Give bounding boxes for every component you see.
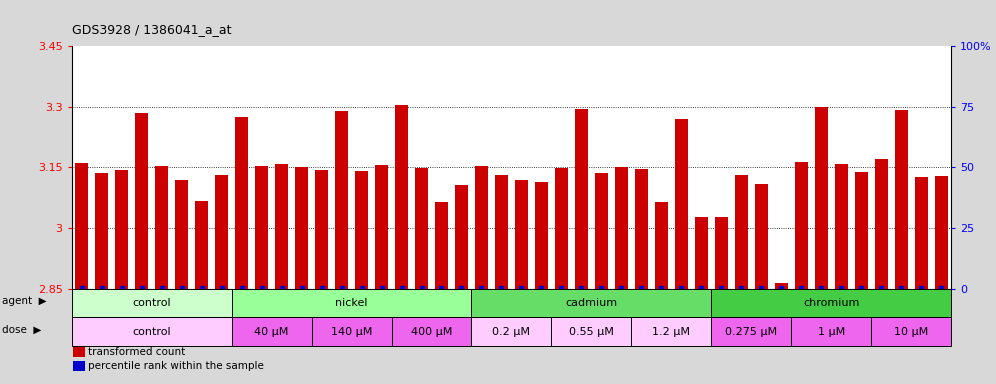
Text: 140 μM: 140 μM	[331, 327, 373, 337]
Bar	[355, 171, 369, 289]
Bar	[872, 317, 951, 346]
Bar	[711, 317, 791, 346]
Bar	[615, 167, 627, 289]
Bar	[72, 317, 232, 346]
Bar	[395, 105, 408, 289]
Text: 1 μM: 1 μM	[818, 327, 845, 337]
Bar	[835, 164, 848, 289]
Bar	[76, 162, 89, 289]
Text: dose  ▶: dose ▶	[2, 325, 42, 335]
Bar	[235, 117, 248, 289]
Bar	[654, 202, 668, 289]
Bar	[391, 317, 471, 346]
Text: 0.275 μM: 0.275 μM	[725, 327, 777, 337]
Text: 1.2 μM: 1.2 μM	[652, 327, 690, 337]
Bar	[74, 361, 85, 371]
Bar	[155, 166, 168, 289]
Bar	[914, 177, 927, 289]
Bar	[934, 176, 947, 289]
Text: 40 μM: 40 μM	[254, 327, 289, 337]
Bar	[312, 317, 391, 346]
Bar	[415, 168, 428, 289]
Text: control: control	[132, 298, 171, 308]
Bar	[315, 170, 328, 289]
Bar	[855, 172, 868, 289]
Bar	[375, 166, 388, 289]
Text: agent  ▶: agent ▶	[2, 296, 47, 306]
Bar	[552, 317, 631, 346]
Bar	[555, 168, 568, 289]
Text: cadmium: cadmium	[566, 298, 618, 308]
Bar	[232, 317, 312, 346]
Bar	[735, 175, 748, 289]
Bar	[116, 170, 128, 289]
Bar	[575, 109, 588, 289]
Bar	[515, 179, 528, 289]
Bar	[455, 185, 468, 289]
Bar	[791, 317, 872, 346]
Bar	[495, 175, 508, 289]
Bar	[711, 289, 951, 317]
Bar	[175, 180, 188, 289]
Bar	[775, 283, 788, 289]
Bar	[755, 184, 768, 289]
Text: 400 μM: 400 μM	[410, 327, 452, 337]
Text: 0.2 μM: 0.2 μM	[492, 327, 531, 337]
Bar	[675, 119, 688, 289]
Bar	[255, 166, 268, 289]
Bar	[535, 182, 548, 289]
Bar	[595, 174, 608, 289]
Text: nickel: nickel	[336, 298, 368, 308]
Bar	[475, 166, 488, 289]
Bar	[135, 113, 148, 289]
Bar	[631, 317, 711, 346]
Bar	[275, 164, 288, 289]
Text: 10 μM: 10 μM	[894, 327, 928, 337]
Bar	[232, 289, 471, 317]
Text: 0.55 μM: 0.55 μM	[569, 327, 614, 337]
Bar	[295, 167, 308, 289]
Bar	[815, 107, 828, 289]
Bar	[96, 174, 109, 289]
Bar	[715, 217, 728, 289]
Bar	[471, 289, 711, 317]
Bar	[72, 289, 232, 317]
Bar	[195, 200, 208, 289]
Bar	[874, 159, 887, 289]
Bar	[215, 175, 228, 289]
Text: GDS3928 / 1386041_a_at: GDS3928 / 1386041_a_at	[72, 23, 231, 36]
Text: transformed count: transformed count	[88, 347, 185, 357]
Bar	[435, 202, 448, 289]
Bar	[74, 347, 85, 357]
Bar	[695, 217, 708, 289]
Bar	[335, 111, 348, 289]
Bar	[894, 109, 907, 289]
Bar	[795, 162, 808, 289]
Text: control: control	[132, 327, 171, 337]
Text: chromium: chromium	[803, 298, 860, 308]
Bar	[634, 169, 647, 289]
Text: percentile rank within the sample: percentile rank within the sample	[88, 361, 263, 371]
Bar	[471, 317, 552, 346]
